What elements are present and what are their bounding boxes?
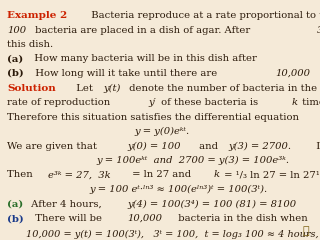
Text: How many bacteria will be in this dish after: How many bacteria will be in this dish a… bbox=[28, 54, 260, 63]
Text: 3: 3 bbox=[317, 26, 320, 35]
Text: y = 100eᵏᵗ  and  2700 = y(3) = 100e³ᵏ.: y = 100eᵏᵗ and 2700 = y(3) = 100e³ᵏ. bbox=[96, 156, 289, 165]
Text: Therefore this situation satisfies the differential equation: Therefore this situation satisfies the d… bbox=[7, 113, 302, 122]
Text: denote the number of bacteria in the dish after: denote the number of bacteria in the dis… bbox=[126, 84, 320, 93]
Text: Let: Let bbox=[70, 84, 96, 93]
Text: y(t): y(t) bbox=[103, 84, 121, 93]
Text: Then: Then bbox=[7, 170, 39, 180]
Text: 10,000 = y(t) = 100(3ᵗ),   3ᵗ = 100,  t = log₃ 100 ≈ 4 hours,  12 minutes: 10,000 = y(t) = 100(3ᵗ), 3ᵗ = 100, t = l… bbox=[26, 229, 320, 239]
Text: (a): (a) bbox=[7, 200, 23, 209]
Text: In other words,: In other words, bbox=[310, 142, 320, 151]
Text: 100: 100 bbox=[7, 26, 26, 35]
Text: 10,000: 10,000 bbox=[276, 69, 311, 78]
Text: y = 100 eᵗ·ˡⁿ³ ≈ 100(eˡⁿ³)ᵗ = 100(3ᵗ).: y = 100 eᵗ·ˡⁿ³ ≈ 100(eˡⁿ³)ᵗ = 100(3ᵗ). bbox=[90, 185, 268, 194]
Text: 10,000: 10,000 bbox=[127, 214, 162, 223]
Text: (b): (b) bbox=[7, 69, 24, 78]
Text: bacteria are placed in a dish of agar. After: bacteria are placed in a dish of agar. A… bbox=[32, 26, 253, 35]
Text: y(3) = 2700.: y(3) = 2700. bbox=[228, 142, 292, 151]
Text: Bacteria reproduce at a rate proportional to the number present.: Bacteria reproduce at a rate proportiona… bbox=[85, 11, 320, 20]
Text: After 4 hours,: After 4 hours, bbox=[28, 200, 105, 209]
Text: = ¹/₃ ln 27 = ln 27¹ᐟ³ = ln 3.  Thus: = ¹/₃ ln 27 = ln 27¹ᐟ³ = ln 3. Thus bbox=[221, 170, 320, 180]
Text: times the amount: times the amount bbox=[300, 98, 320, 108]
Text: of these bacteria is: of these bacteria is bbox=[158, 98, 262, 108]
Text: Solution: Solution bbox=[7, 84, 56, 93]
Text: There will be: There will be bbox=[29, 214, 105, 223]
Text: How long will it take until there are: How long will it take until there are bbox=[29, 69, 220, 78]
Text: k: k bbox=[292, 98, 298, 108]
Text: and: and bbox=[196, 142, 221, 151]
Text: this dish.: this dish. bbox=[7, 40, 53, 49]
Text: k: k bbox=[213, 170, 219, 180]
Text: We are given that: We are given that bbox=[7, 142, 100, 151]
Text: = ln 27 and: = ln 27 and bbox=[129, 170, 194, 180]
Text: 🔈: 🔈 bbox=[302, 226, 309, 236]
Text: (a): (a) bbox=[7, 54, 23, 63]
Text: bacteria in the dish when: bacteria in the dish when bbox=[172, 214, 308, 223]
Text: (b): (b) bbox=[7, 214, 24, 223]
Text: y = y(0)eᵏᵗ.: y = y(0)eᵏᵗ. bbox=[134, 127, 189, 136]
Text: y(4) = 100(3⁴) = 100 (81) = 8100: y(4) = 100(3⁴) = 100 (81) = 8100 bbox=[127, 200, 296, 209]
Text: Example 2: Example 2 bbox=[7, 11, 67, 20]
Text: y(0) = 100: y(0) = 100 bbox=[127, 142, 180, 151]
Text: rate of reproduction: rate of reproduction bbox=[7, 98, 116, 108]
Text: y′: y′ bbox=[148, 98, 156, 108]
Text: e³ᵏ = 27,  3k: e³ᵏ = 27, 3k bbox=[48, 170, 111, 180]
